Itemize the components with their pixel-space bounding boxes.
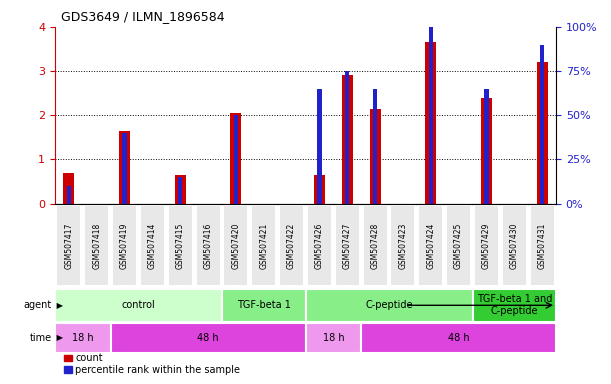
Text: GDS3649 / ILMN_1896584: GDS3649 / ILMN_1896584: [61, 10, 225, 23]
Text: GSM507414: GSM507414: [148, 223, 157, 269]
Text: GSM507422: GSM507422: [287, 223, 296, 269]
Bar: [373, 89, 377, 204]
Text: C-peptide: C-peptide: [365, 300, 413, 310]
FancyBboxPatch shape: [335, 205, 360, 286]
FancyBboxPatch shape: [307, 205, 332, 286]
FancyBboxPatch shape: [112, 205, 137, 286]
FancyBboxPatch shape: [502, 205, 527, 286]
Text: TGF-beta 1: TGF-beta 1: [237, 300, 291, 310]
Text: GSM507426: GSM507426: [315, 223, 324, 269]
FancyBboxPatch shape: [390, 205, 415, 286]
Text: GSM507429: GSM507429: [482, 223, 491, 269]
Text: GSM507427: GSM507427: [343, 223, 352, 269]
FancyBboxPatch shape: [472, 289, 556, 322]
FancyBboxPatch shape: [224, 205, 249, 286]
Bar: [122, 133, 126, 204]
Text: ▶: ▶: [54, 301, 63, 310]
Text: 48 h: 48 h: [197, 333, 219, 343]
Text: ▶: ▶: [54, 333, 63, 343]
FancyBboxPatch shape: [140, 205, 165, 286]
Bar: [485, 89, 489, 204]
Bar: [178, 177, 182, 204]
Bar: [429, 27, 433, 204]
Text: control: control: [122, 300, 155, 310]
Text: GSM507418: GSM507418: [92, 223, 101, 269]
Text: GSM507419: GSM507419: [120, 223, 129, 269]
Text: GSM507428: GSM507428: [371, 223, 379, 269]
FancyBboxPatch shape: [55, 323, 111, 353]
FancyBboxPatch shape: [419, 205, 444, 286]
Text: time: time: [30, 333, 52, 343]
Bar: [342, 76, 353, 204]
Text: GSM507416: GSM507416: [203, 223, 213, 269]
FancyBboxPatch shape: [306, 323, 361, 353]
Legend: count, percentile rank within the sample: count, percentile rank within the sample: [60, 349, 244, 379]
Bar: [425, 42, 436, 204]
Text: 48 h: 48 h: [448, 333, 469, 343]
Bar: [317, 89, 321, 204]
FancyBboxPatch shape: [306, 289, 472, 322]
Bar: [67, 186, 71, 204]
FancyBboxPatch shape: [362, 205, 387, 286]
Text: GSM507431: GSM507431: [538, 223, 547, 269]
Text: TGF-beta 1 and
C-peptide: TGF-beta 1 and C-peptide: [477, 295, 552, 316]
Text: 18 h: 18 h: [72, 333, 93, 343]
FancyBboxPatch shape: [361, 323, 556, 353]
Bar: [314, 175, 325, 204]
Text: GSM507420: GSM507420: [232, 223, 240, 269]
Text: GSM507415: GSM507415: [176, 223, 185, 269]
Bar: [175, 175, 186, 204]
Bar: [536, 62, 547, 204]
Bar: [64, 173, 75, 204]
FancyBboxPatch shape: [56, 205, 81, 286]
FancyBboxPatch shape: [222, 289, 306, 322]
Bar: [540, 45, 544, 204]
FancyBboxPatch shape: [530, 205, 555, 286]
Text: GSM507424: GSM507424: [426, 223, 435, 269]
Bar: [234, 115, 238, 204]
Bar: [370, 109, 381, 204]
Bar: [345, 71, 349, 204]
FancyBboxPatch shape: [84, 205, 109, 286]
Text: GSM507430: GSM507430: [510, 222, 519, 269]
FancyBboxPatch shape: [111, 323, 306, 353]
FancyBboxPatch shape: [251, 205, 276, 286]
Bar: [119, 131, 130, 204]
FancyBboxPatch shape: [474, 205, 499, 286]
FancyBboxPatch shape: [196, 205, 221, 286]
Text: GSM507423: GSM507423: [398, 223, 408, 269]
Text: GSM507417: GSM507417: [64, 223, 73, 269]
Bar: [230, 113, 241, 204]
Text: 18 h: 18 h: [323, 333, 344, 343]
FancyBboxPatch shape: [446, 205, 471, 286]
Text: GSM507425: GSM507425: [454, 223, 463, 269]
FancyBboxPatch shape: [167, 205, 193, 286]
FancyBboxPatch shape: [55, 289, 222, 322]
Text: agent: agent: [24, 300, 52, 310]
Text: GSM507421: GSM507421: [259, 223, 268, 269]
FancyBboxPatch shape: [279, 205, 304, 286]
Bar: [481, 98, 492, 204]
